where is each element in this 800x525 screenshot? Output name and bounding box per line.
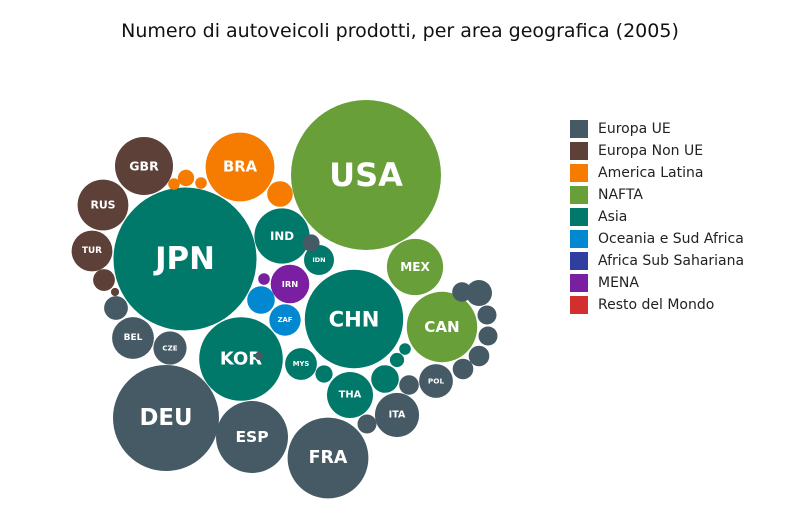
legend-item: Africa Sub Sahariana	[570, 250, 744, 272]
bubble-unlabeled-34	[399, 343, 411, 355]
bubble-unlabeled-24	[177, 169, 195, 187]
bubble-unlabeled-42	[357, 414, 377, 434]
bubble-usa	[291, 100, 441, 250]
bubble-can	[406, 291, 478, 363]
bubble-label-can: CAN	[424, 318, 459, 336]
legend-item: America Latina	[570, 162, 744, 184]
bubble-pol	[419, 364, 453, 398]
bubble-unlabeled-43	[452, 282, 472, 302]
bubble-unlabeled-38	[478, 326, 498, 346]
bubble-label-bel: BEL	[124, 333, 143, 343]
bubble-mys	[285, 348, 317, 380]
bubble-unlabeled-41	[399, 375, 419, 395]
bubble-label-irn: IRN	[282, 279, 298, 289]
legend-item: NAFTA	[570, 184, 744, 206]
bubble-label-esp: ESP	[235, 428, 268, 446]
legend-item: Asia	[570, 206, 744, 228]
bubble-label-tha: THA	[339, 390, 362, 401]
bubble-ind	[254, 208, 310, 264]
bubble-zaf	[269, 304, 301, 336]
bubble-rus	[77, 179, 129, 231]
bubble-ita	[374, 392, 420, 438]
bubble-unlabeled-32	[315, 365, 333, 383]
bubble-kor	[199, 317, 283, 401]
bubble-unlabeled-23	[267, 181, 293, 207]
bubble-label-gbr: GBR	[129, 159, 159, 174]
legend-label: NAFTA	[598, 187, 643, 203]
bubble-gbr	[115, 137, 173, 195]
bubble-label-deu: DEU	[139, 405, 192, 431]
bubble-unlabeled-36	[466, 280, 492, 306]
legend-swatch	[570, 230, 588, 248]
bubble-tur	[71, 230, 113, 272]
bubble-cze	[153, 331, 187, 365]
bubble-unlabeled-40	[452, 358, 474, 380]
legend-item: Oceania e Sud Africa	[570, 228, 744, 250]
bubble-label-jpn: JPN	[153, 241, 215, 277]
bubble-unlabeled-44	[302, 234, 320, 252]
bubble-bel	[112, 317, 154, 359]
bubble-unlabeled-29	[247, 286, 275, 314]
bubble-label-usa: USA	[329, 156, 403, 194]
bubble-unlabeled-39	[468, 345, 490, 367]
bubble-tha	[327, 372, 373, 418]
legend-label: Asia	[598, 209, 628, 225]
legend-label: MENA	[598, 275, 639, 291]
bubble-label-mex: MEX	[400, 260, 430, 274]
legend-label: Europa Non UE	[598, 143, 704, 159]
bubble-unlabeled-25	[195, 177, 207, 189]
bubble-unlabeled-28	[110, 287, 120, 297]
bubble-deu	[113, 365, 219, 471]
legend-label: Europa UE	[598, 121, 671, 137]
bubble-idn	[304, 245, 334, 275]
legend-swatch	[570, 186, 588, 204]
bubble-label-kor: KOR	[220, 349, 262, 370]
bubble-label-bra: BRA	[223, 159, 258, 176]
bubble-esp	[216, 401, 288, 473]
bubble-label-chn: CHN	[329, 307, 380, 332]
legend-label: America Latina	[598, 165, 704, 181]
bubble-jpn	[113, 187, 257, 331]
bubble-bra	[205, 132, 275, 202]
legend-item: Resto del Mondo	[570, 294, 744, 316]
bubble-label-tur: TUR	[82, 246, 102, 256]
bubble-unlabeled-26	[168, 178, 180, 190]
legend-swatch	[570, 252, 588, 270]
bubble-label-fra: FRA	[309, 448, 348, 468]
legend: Europa UE Europa Non UE America Latina NAFT…	[570, 118, 744, 316]
legend-swatch	[570, 274, 588, 292]
legend-label: Oceania e Sud Africa	[598, 231, 744, 247]
bubble-unlabeled-35	[104, 296, 128, 320]
bubble-fra	[287, 417, 369, 499]
legend-item: Europa UE	[570, 118, 744, 140]
legend-swatch	[570, 120, 588, 138]
bubble-unlabeled-45	[254, 351, 264, 361]
bubble-label-idn: IDN	[312, 256, 325, 264]
bubble-label-ita: ITA	[389, 410, 406, 421]
chart-title: Numero di autoveicoli prodotti, per area…	[121, 20, 679, 42]
bubble-label-ind: IND	[270, 229, 294, 243]
legend-item: Europa Non UE	[570, 140, 744, 162]
bubble-label-mys: MYS	[293, 360, 310, 368]
legend-label: Africa Sub Sahariana	[598, 253, 745, 269]
bubble-label-rus: RUS	[90, 199, 115, 212]
legend-swatch	[570, 164, 588, 182]
bubble-label-pol: POL	[428, 377, 445, 386]
legend-swatch	[570, 208, 588, 226]
bubble-chn	[304, 269, 404, 369]
legend-swatch	[570, 142, 588, 160]
legend-label: Resto del Mondo	[598, 297, 715, 313]
bubble-mex	[386, 238, 444, 296]
legend-swatch	[570, 296, 588, 314]
bubble-unlabeled-31	[371, 365, 399, 393]
bubble-unlabeled-37	[477, 305, 497, 325]
bubble-unlabeled-27	[93, 269, 115, 291]
legend-item: MENA	[570, 272, 744, 294]
bubble-label-cze: CZE	[162, 344, 177, 353]
bubble-label-zaf: ZAF	[278, 316, 293, 324]
bubble-unlabeled-30	[258, 273, 270, 285]
bubble-unlabeled-33	[389, 352, 405, 368]
bubble-irn	[270, 264, 310, 304]
